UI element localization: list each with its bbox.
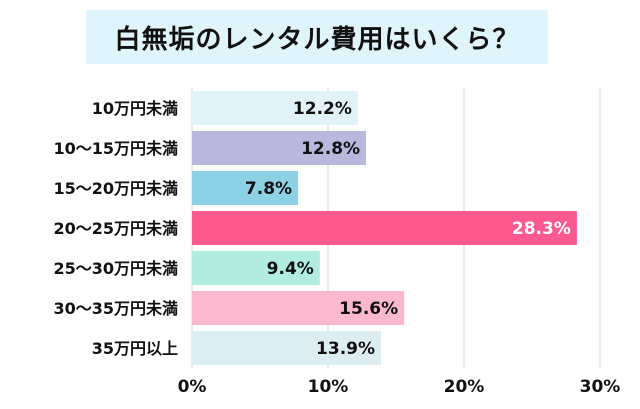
value-label-5: 15.6% [339, 299, 398, 319]
category-label-2: 15〜20万円未満 [53, 179, 178, 198]
bar-3 [192, 211, 577, 245]
category-label-0: 10万円未満 [92, 99, 178, 118]
bar-2 [192, 171, 299, 205]
value-label-3: 28.3% [512, 219, 571, 239]
x-tick-label-3: 30% [580, 377, 621, 397]
value-label-1: 12.8% [301, 139, 360, 159]
category-label-3: 20〜25万円未満 [53, 219, 178, 238]
category-label-1: 10〜15万円未満 [53, 139, 178, 158]
category-label-4: 25〜30万円未満 [53, 259, 178, 278]
x-tick-label-1: 10% [308, 377, 349, 397]
value-label-2: 7.8% [245, 179, 292, 199]
bar-5 [192, 291, 405, 325]
x-tick-label-0: 0% [178, 377, 207, 397]
value-label-4: 9.4% [267, 259, 314, 279]
x-tick-label-2: 20% [444, 377, 485, 397]
value-label-0: 12.2% [293, 99, 352, 119]
bar-4 [192, 251, 320, 285]
chart-title-box: 白無垢のレンタル費用はいくら？ [86, 10, 548, 64]
bar-0 [192, 91, 358, 125]
chart-title: 白無垢のレンタル費用はいくら？ [114, 24, 520, 55]
bar-1 [192, 131, 367, 165]
bar-6 [192, 331, 382, 365]
category-label-6: 35万円以上 [92, 339, 178, 358]
value-label-6: 13.9% [316, 339, 375, 359]
category-label-5: 30〜35万円未満 [53, 299, 178, 318]
